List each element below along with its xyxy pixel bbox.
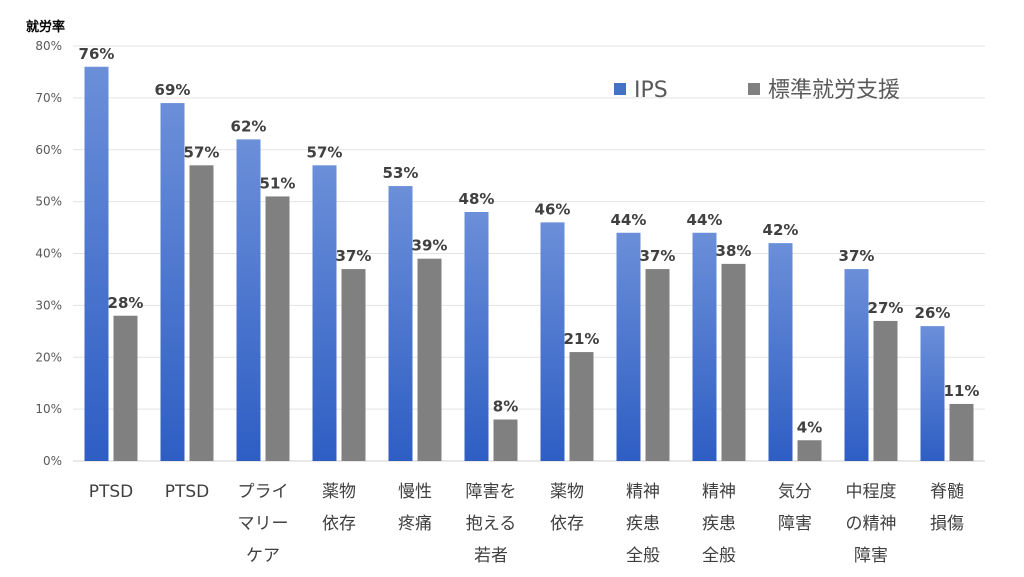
data-label: 21% xyxy=(564,330,600,348)
category-label: 抱える xyxy=(466,514,517,534)
category-label: 障害を xyxy=(466,482,517,502)
data-label: 28% xyxy=(108,294,144,312)
bars: 76% 69% 62% 57% 53% 48% 46% 44% 44% 42% 37% 26% 28% 5… xyxy=(79,45,980,461)
category-label: PTSD xyxy=(165,482,210,502)
y-tick-label: 30% xyxy=(35,298,62,312)
category-label: 依存 xyxy=(550,514,584,534)
bar-ips xyxy=(312,165,337,461)
bar-standard xyxy=(189,165,214,461)
category-label: 疾患 xyxy=(626,514,660,534)
data-label: 44% xyxy=(611,211,647,229)
bar-standard xyxy=(341,269,366,461)
data-label: 26% xyxy=(915,304,951,322)
data-label: 27% xyxy=(868,299,904,317)
y-tick-label: 60% xyxy=(35,143,62,157)
category-label: 薬物 xyxy=(550,482,584,502)
data-label: 53% xyxy=(383,164,419,182)
data-label: 37% xyxy=(839,247,875,265)
data-label: 37% xyxy=(336,247,372,265)
bar-standard xyxy=(721,263,746,461)
bar-ips xyxy=(768,243,793,461)
category-label: 薬物 xyxy=(322,482,356,502)
bar-ips xyxy=(692,232,717,461)
category-label: 精神 xyxy=(702,482,736,502)
bar-ips xyxy=(920,326,945,461)
y-tick-label: 80% xyxy=(35,39,62,53)
data-label: 42% xyxy=(763,221,799,239)
category-label: 全般 xyxy=(626,546,660,566)
legend: IPS 標準就労支援 xyxy=(614,78,900,103)
category-label: 精神 xyxy=(626,482,660,502)
bar-standard xyxy=(873,320,898,461)
legend-swatch xyxy=(748,83,760,95)
category-label: の精神 xyxy=(846,514,897,534)
data-label: 44% xyxy=(687,211,723,229)
legend-label: 標準就労支援 xyxy=(768,78,900,103)
bar-standard xyxy=(797,440,822,461)
bar-ips xyxy=(540,222,565,461)
category-label: 損傷 xyxy=(930,514,964,534)
category-label: 疼痛 xyxy=(398,514,432,534)
y-tick-label: 50% xyxy=(35,195,62,209)
data-label: 37% xyxy=(640,247,676,265)
category-label: 疾患 xyxy=(702,514,736,534)
data-label: 57% xyxy=(184,143,220,161)
data-label: 39% xyxy=(412,237,448,255)
bar-standard xyxy=(569,352,594,461)
data-label: 4% xyxy=(797,418,822,436)
category-label: 中程度 xyxy=(846,482,897,502)
bar-standard xyxy=(113,315,138,461)
legend-label: IPS xyxy=(634,78,668,103)
bar-ips xyxy=(844,269,869,461)
y-tick-label: 0% xyxy=(43,454,62,468)
data-label: 69% xyxy=(155,81,191,99)
bar-ips xyxy=(236,139,261,461)
category-label: 障害 xyxy=(778,514,812,534)
data-label: 76% xyxy=(79,45,115,63)
bar-ips xyxy=(388,186,413,461)
data-label: 11% xyxy=(944,382,980,400)
y-tick-label: 10% xyxy=(35,402,62,416)
data-label: 38% xyxy=(716,242,752,260)
data-label: 46% xyxy=(535,200,571,218)
category-label: 全般 xyxy=(702,546,736,566)
category-label: 気分 xyxy=(778,482,812,502)
bar-standard xyxy=(493,419,518,461)
bar-ips xyxy=(84,66,109,461)
bar-ips xyxy=(160,103,185,461)
data-label: 48% xyxy=(459,190,495,208)
bar-ips xyxy=(616,232,641,461)
data-label: 57% xyxy=(307,143,343,161)
category-label: ケア xyxy=(246,546,280,566)
y-tick-label: 70% xyxy=(35,91,62,105)
bar-standard xyxy=(265,196,290,461)
category-label: 障害 xyxy=(854,546,888,566)
y-axis-label: 就労率 xyxy=(26,19,65,35)
category-label: プライ xyxy=(238,482,289,502)
category-label: 慢性 xyxy=(398,481,432,502)
category-label: PTSD xyxy=(89,482,134,502)
bar-ips xyxy=(464,212,489,461)
bar-standard xyxy=(417,258,442,461)
category-label: マリー xyxy=(238,514,289,534)
gridlines: 0% 10% 20% 30% 40% 50% 60% 70% 80% xyxy=(35,39,985,468)
data-label: 8% xyxy=(493,398,518,416)
category-label: 依存 xyxy=(322,514,356,534)
category-label: 若者 xyxy=(474,546,508,566)
y-tick-label: 40% xyxy=(35,247,62,261)
data-label: 51% xyxy=(260,174,296,192)
bar-standard xyxy=(645,269,670,461)
category-label: 脊髄 xyxy=(930,482,964,502)
y-tick-label: 20% xyxy=(35,350,62,364)
legend-swatch xyxy=(614,83,626,95)
data-label: 62% xyxy=(231,117,267,135)
bar-standard xyxy=(949,403,974,461)
